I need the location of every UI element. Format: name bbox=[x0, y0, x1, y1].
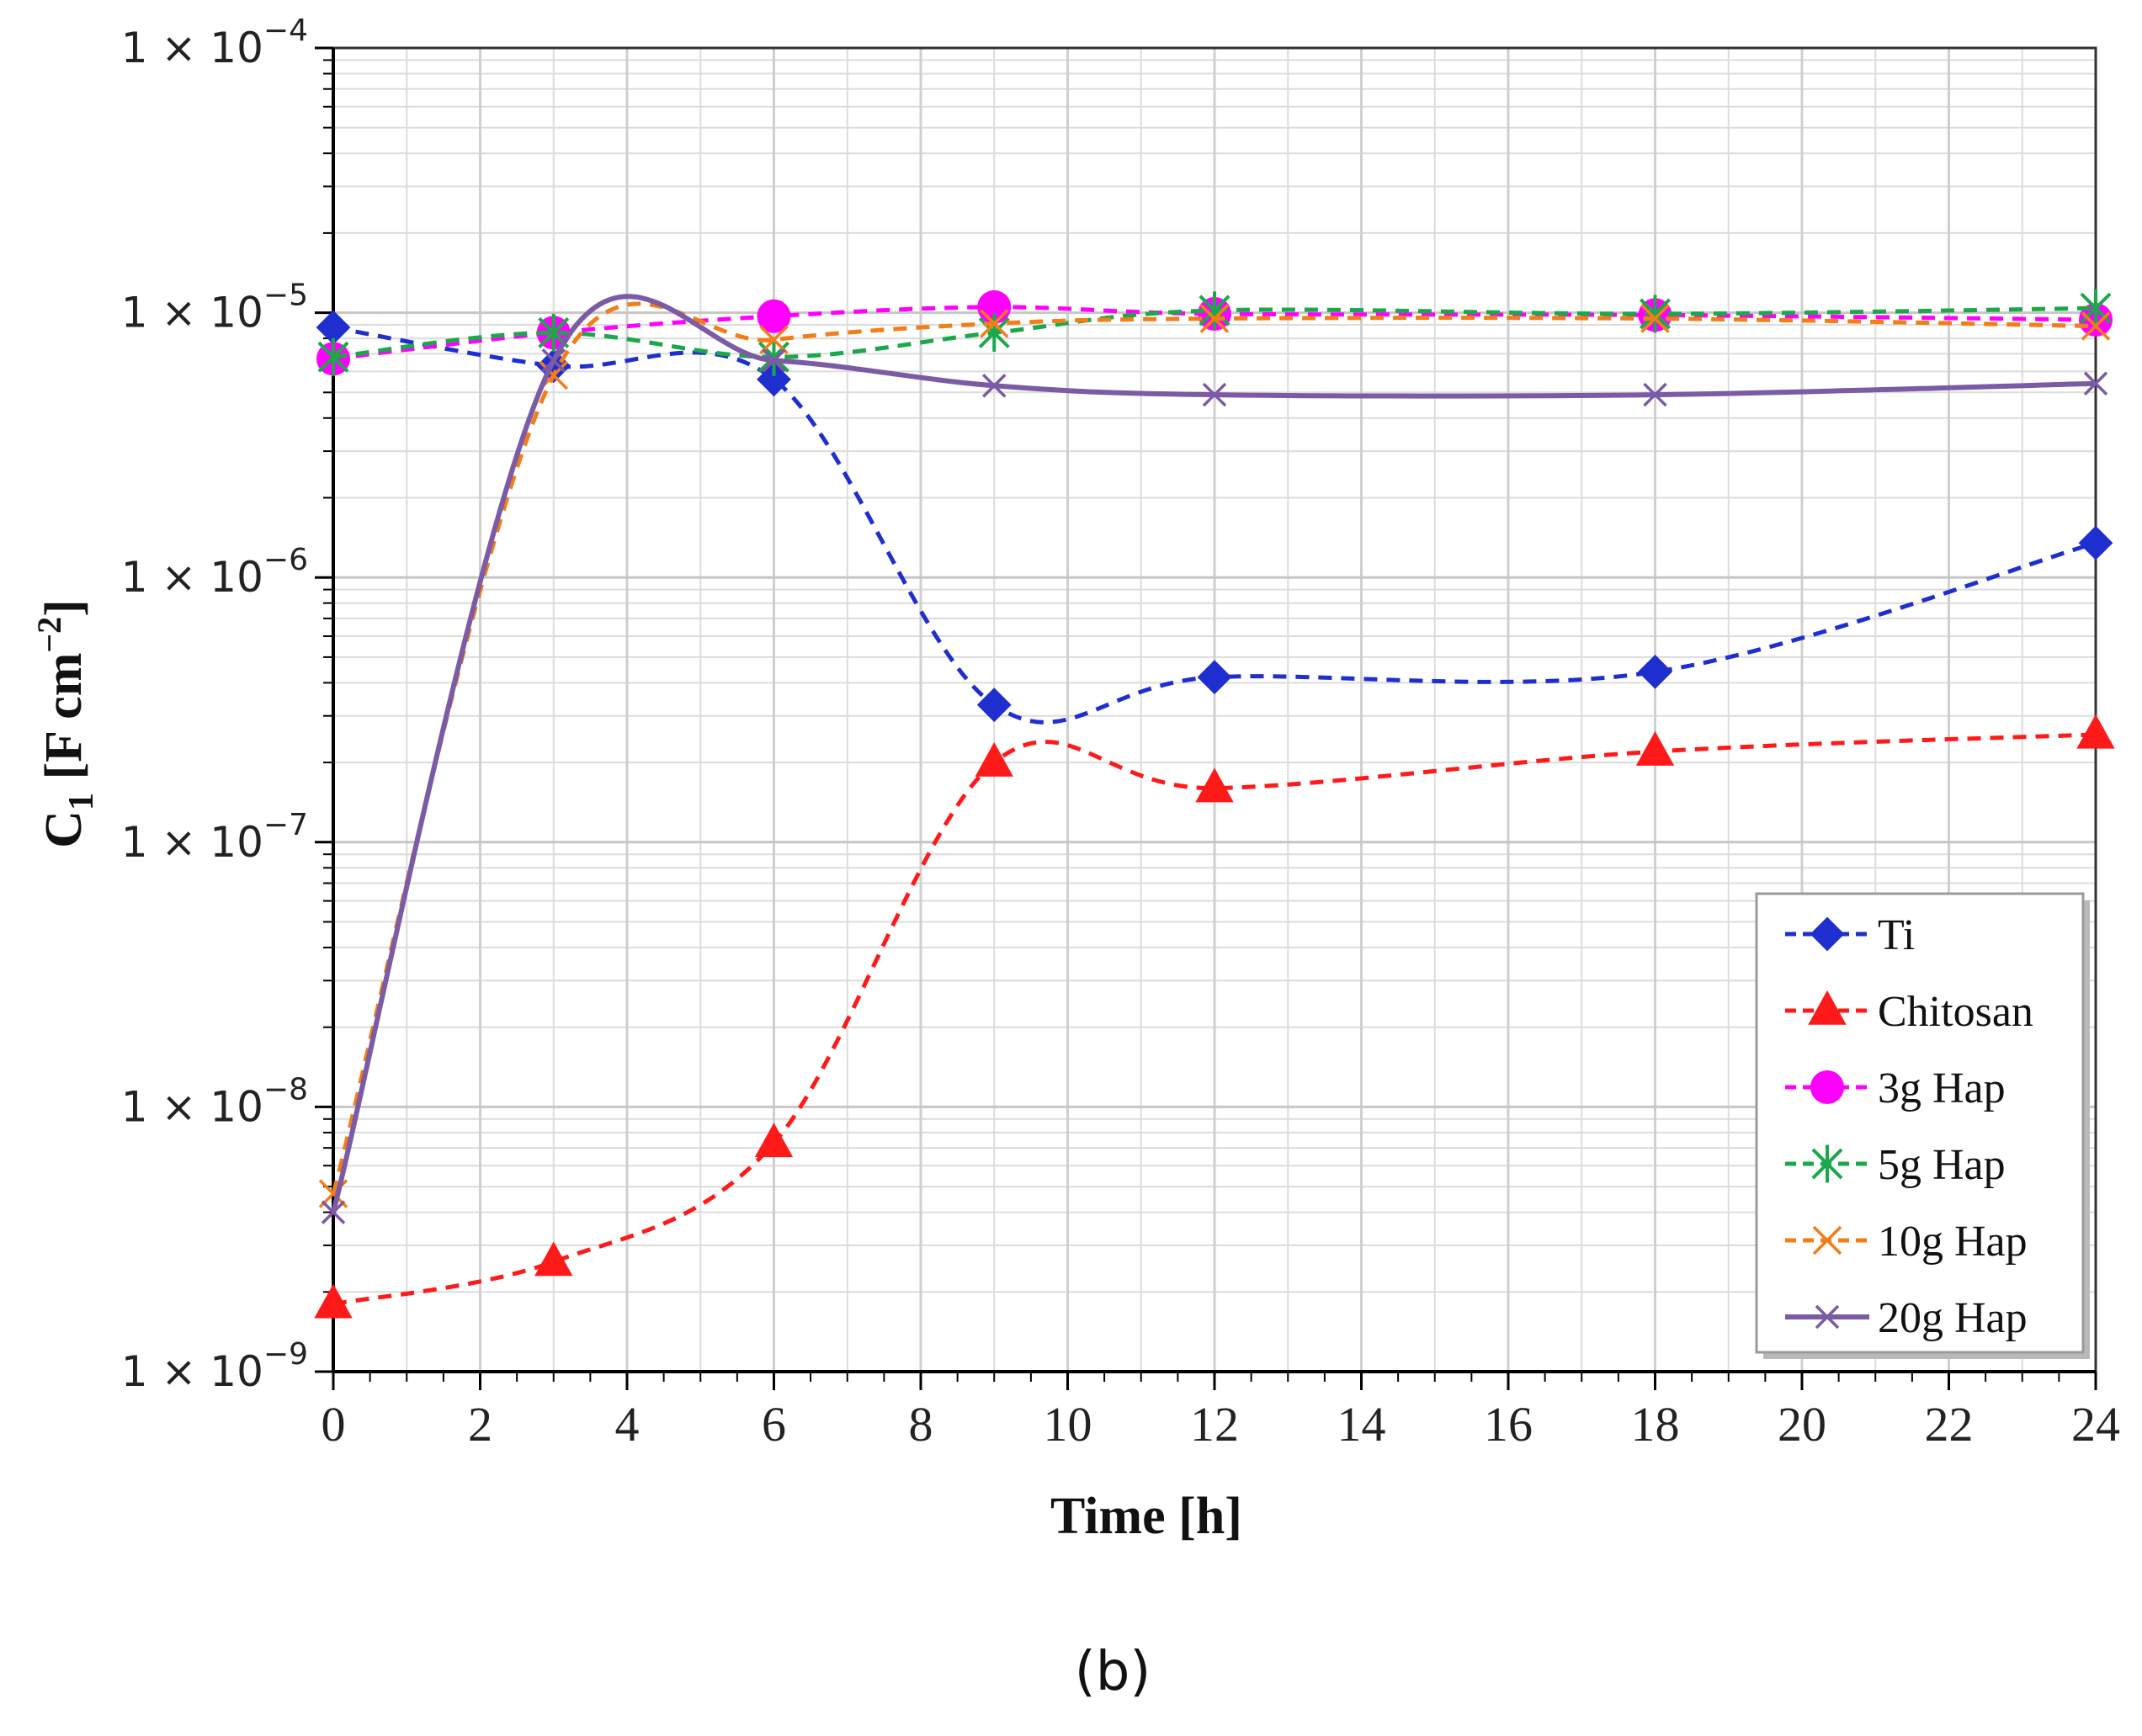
data-point bbox=[1643, 382, 1667, 407]
data-point bbox=[976, 687, 1012, 723]
y-axis-title-unit: [F cm bbox=[35, 653, 93, 793]
data-point bbox=[541, 348, 566, 373]
legend-label: 10g Hap bbox=[1878, 1218, 2028, 1266]
series-line bbox=[332, 325, 2097, 725]
y-tick-base: 1 × 10 bbox=[121, 553, 263, 602]
data-point bbox=[314, 1283, 353, 1319]
y-tick-label: 1 × 10−7 bbox=[121, 808, 308, 867]
legend-entry: 3g Hap bbox=[1785, 1064, 2006, 1112]
data-point bbox=[2083, 371, 2108, 396]
data-point bbox=[754, 1123, 794, 1158]
data-point bbox=[982, 374, 1007, 398]
data-point bbox=[317, 337, 349, 376]
data-point bbox=[980, 309, 1009, 338]
x-tick-label: 20 bbox=[1778, 1397, 1826, 1452]
y-tick-exponent: −9 bbox=[263, 1337, 308, 1372]
data-point bbox=[1638, 654, 1672, 689]
legend-entry: 10g Hap bbox=[1785, 1218, 2028, 1266]
series-20g-hap bbox=[321, 294, 2108, 1224]
tick-labels: 1 × 10−91 × 10−81 × 10−71 × 10−61 × 10−5… bbox=[121, 13, 2120, 1452]
y-tick-base: 1 × 10 bbox=[121, 24, 263, 72]
series-5g-hap bbox=[317, 289, 2112, 376]
y-tick-exponent: −7 bbox=[263, 808, 308, 842]
series-ti bbox=[316, 310, 2113, 725]
y-tick-base: 1 × 10 bbox=[121, 1082, 263, 1131]
y-axis-title-close: ] bbox=[35, 599, 93, 617]
data-point bbox=[2076, 714, 2115, 749]
y-tick-label: 1 × 10−4 bbox=[121, 13, 308, 72]
data-point bbox=[1199, 304, 1230, 333]
legend-label: 20g Hap bbox=[1878, 1294, 2028, 1342]
y-axis-title-sub: 1 bbox=[62, 793, 101, 810]
legend-entry: 20g Hap bbox=[1785, 1294, 2028, 1342]
legend-swatch-marker bbox=[1812, 1225, 1842, 1256]
series-10g-hap bbox=[318, 301, 2111, 1208]
y-tick-exponent: −4 bbox=[263, 13, 308, 48]
x-tick-label: 18 bbox=[1631, 1397, 1680, 1452]
series-chitosan bbox=[314, 714, 2115, 1319]
x-axis-title: Time [h] bbox=[1050, 1488, 1242, 1545]
data-point bbox=[2081, 311, 2111, 341]
y-tick-base: 1 × 10 bbox=[121, 818, 263, 867]
legend-label: Ti bbox=[1878, 911, 1915, 959]
y-axis-title-sup: −2 bbox=[30, 617, 68, 653]
legend: Ti Chitosan 3g Hap 5g Hap 10g Hap 20g Hap bbox=[1755, 892, 2090, 1359]
y-axis-title-base: C bbox=[35, 810, 93, 848]
legend-label: 5g Hap bbox=[1878, 1141, 2006, 1189]
data-point bbox=[762, 348, 786, 373]
legend-entry: Chitosan bbox=[1785, 988, 2033, 1036]
series-line bbox=[332, 305, 2097, 359]
y-tick-label: 1 × 10−8 bbox=[121, 1072, 308, 1131]
legend-swatch-marker bbox=[1815, 1304, 1840, 1330]
x-tick-label: 2 bbox=[468, 1397, 492, 1452]
legend-swatch-marker bbox=[1810, 1070, 1844, 1104]
data-point bbox=[1640, 304, 1670, 333]
data-point bbox=[759, 325, 789, 355]
y-tick-base: 1 × 10 bbox=[121, 289, 263, 337]
data-point bbox=[757, 299, 791, 333]
y-tick-exponent: −5 bbox=[263, 279, 308, 313]
y-tick-exponent: −6 bbox=[263, 543, 308, 577]
data-point bbox=[321, 1200, 346, 1224]
data-point bbox=[1197, 660, 1232, 695]
y-axis-title: C1 [F cm−2] bbox=[30, 599, 101, 848]
legend-box bbox=[1755, 892, 2085, 1354]
x-tick-label: 16 bbox=[1484, 1397, 1533, 1452]
data-point bbox=[534, 1241, 573, 1277]
data-point bbox=[1202, 382, 1227, 407]
legend-label: Chitosan bbox=[1878, 988, 2033, 1036]
legend-swatch-marker bbox=[1811, 1144, 1843, 1183]
data-point bbox=[757, 362, 791, 397]
y-tick-label: 1 × 10−6 bbox=[121, 543, 308, 602]
x-tick-label: 6 bbox=[762, 1397, 786, 1452]
axes bbox=[315, 46, 2097, 1390]
x-tick-label: 24 bbox=[2071, 1397, 2120, 1452]
data-point bbox=[1195, 767, 1234, 803]
legend-entry: 5g Hap bbox=[1785, 1141, 2006, 1189]
x-tick-label: 14 bbox=[1337, 1397, 1386, 1452]
legend-swatch-marker bbox=[1810, 916, 1845, 952]
x-tick-label: 10 bbox=[1044, 1397, 1092, 1452]
x-tick-label: 0 bbox=[322, 1397, 346, 1452]
x-tick-label: 4 bbox=[615, 1397, 640, 1452]
y-tick-base: 1 × 10 bbox=[121, 1347, 263, 1396]
x-tick-label: 8 bbox=[909, 1397, 933, 1452]
y-tick-label: 1 × 10−9 bbox=[121, 1337, 308, 1396]
x-tick-label: 22 bbox=[1925, 1397, 1974, 1452]
data-point bbox=[975, 741, 1013, 777]
series bbox=[314, 289, 2115, 1319]
legend-entry: Ti bbox=[1785, 911, 1915, 959]
legend-label: 3g Hap bbox=[1878, 1064, 2006, 1112]
data-point bbox=[1639, 295, 1672, 333]
data-point bbox=[1635, 730, 1675, 766]
data-point bbox=[2078, 525, 2113, 560]
x-tick-label: 12 bbox=[1190, 1397, 1239, 1452]
figure-caption: (b) bbox=[1075, 1641, 1151, 1703]
y-tick-label: 1 × 10−5 bbox=[121, 279, 308, 337]
legend-swatch-marker bbox=[1808, 990, 1847, 1025]
series-line bbox=[332, 732, 2097, 1307]
y-tick-exponent: −8 bbox=[263, 1072, 308, 1107]
